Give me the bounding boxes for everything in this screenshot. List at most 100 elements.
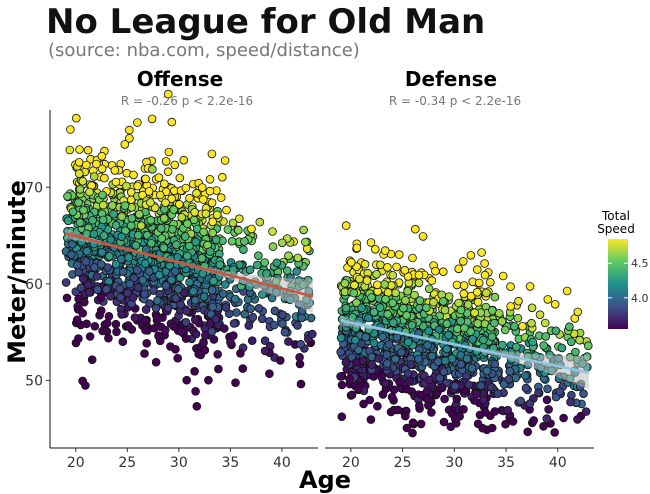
- data-point: [89, 229, 99, 239]
- data-point: [190, 366, 199, 376]
- data-point: [179, 155, 189, 165]
- data-point: [88, 216, 97, 225]
- data-point: [490, 407, 500, 416]
- data-point: [167, 275, 176, 285]
- data-point: [221, 280, 230, 289]
- data-point: [388, 298, 398, 308]
- data-point: [440, 356, 450, 366]
- data-point: [464, 380, 474, 390]
- data-point: [456, 316, 466, 326]
- data-point: [254, 303, 264, 313]
- data-point: [205, 175, 215, 184]
- data-point: [111, 221, 121, 230]
- data-point: [400, 265, 410, 275]
- data-point: [482, 366, 492, 376]
- data-point: [126, 221, 136, 230]
- data-point: [98, 200, 108, 210]
- data-point: [127, 214, 137, 223]
- data-point: [180, 232, 190, 241]
- data-point: [82, 247, 92, 256]
- data-point: [513, 313, 523, 323]
- data-point: [208, 228, 217, 238]
- data-point: [359, 399, 368, 409]
- panel-stat-offense: R = -0.26 p < 2.2e-16: [121, 94, 253, 108]
- data-point: [154, 331, 163, 341]
- data-point: [171, 293, 181, 303]
- legend-title-line2: Speed: [597, 222, 635, 236]
- data-point: [450, 381, 460, 391]
- data-point: [96, 293, 106, 302]
- data-point: [296, 379, 306, 389]
- data-point: [87, 355, 97, 365]
- data-point: [89, 172, 99, 181]
- data-point: [541, 332, 550, 341]
- data-point: [543, 295, 553, 304]
- data-point: [97, 164, 107, 174]
- data-point: [508, 417, 518, 426]
- data-point: [402, 423, 412, 433]
- data-point: [467, 363, 477, 373]
- data-point: [72, 113, 81, 123]
- data-point: [72, 260, 82, 270]
- data-point: [174, 284, 183, 294]
- data-point: [78, 308, 87, 318]
- x-tick-label: 35: [497, 455, 515, 471]
- data-point: [555, 387, 565, 396]
- data-point: [297, 313, 307, 323]
- data-point: [185, 241, 194, 251]
- data-point: [497, 317, 507, 326]
- data-point: [239, 245, 248, 255]
- data-point: [521, 383, 531, 393]
- data-point: [442, 319, 452, 329]
- fit-line: [65, 232, 314, 298]
- data-point: [197, 253, 207, 263]
- data-point: [168, 225, 177, 234]
- data-point: [141, 174, 150, 184]
- data-point: [97, 151, 107, 161]
- data-point: [493, 389, 503, 399]
- data-point: [575, 335, 584, 345]
- data-point: [125, 125, 134, 135]
- data-point: [135, 210, 144, 219]
- data-point: [528, 337, 538, 347]
- data-point: [566, 337, 576, 347]
- data-point: [406, 360, 416, 369]
- data-point: [152, 312, 161, 321]
- data-point: [90, 263, 99, 272]
- data-point: [393, 405, 403, 415]
- data-point: [92, 159, 101, 169]
- data-point: [380, 246, 390, 255]
- data-point: [172, 240, 181, 249]
- data-point: [388, 318, 398, 327]
- data-point: [490, 359, 500, 369]
- data-point: [268, 227, 277, 236]
- data-point: [214, 364, 223, 374]
- data-point: [109, 209, 118, 219]
- data-point: [218, 172, 227, 182]
- y-axis-label: Meter/minute: [3, 180, 31, 364]
- data-point: [378, 332, 387, 342]
- data-point: [99, 231, 109, 240]
- data-point: [260, 346, 270, 356]
- data-point: [252, 260, 262, 270]
- chart-title: No League for Old Man: [46, 2, 485, 42]
- data-point: [163, 303, 173, 313]
- data-point: [235, 214, 244, 224]
- data-point: [354, 384, 363, 394]
- axes: 20 25 30 35 40 20 25 30 35 40 50 60 70: [25, 110, 594, 471]
- data-point: [83, 280, 93, 290]
- data-point: [245, 265, 255, 275]
- data-point: [557, 343, 567, 353]
- data-point: [204, 375, 213, 385]
- data-point: [501, 419, 510, 429]
- data-point: [133, 181, 142, 191]
- data-point: [540, 318, 550, 328]
- data-point: [228, 218, 238, 228]
- data-point: [205, 319, 215, 328]
- data-point: [161, 157, 171, 166]
- data-point: [199, 227, 208, 237]
- data-point: [191, 329, 201, 339]
- data-point: [90, 321, 100, 331]
- data-point: [157, 234, 167, 243]
- data-point: [98, 215, 108, 225]
